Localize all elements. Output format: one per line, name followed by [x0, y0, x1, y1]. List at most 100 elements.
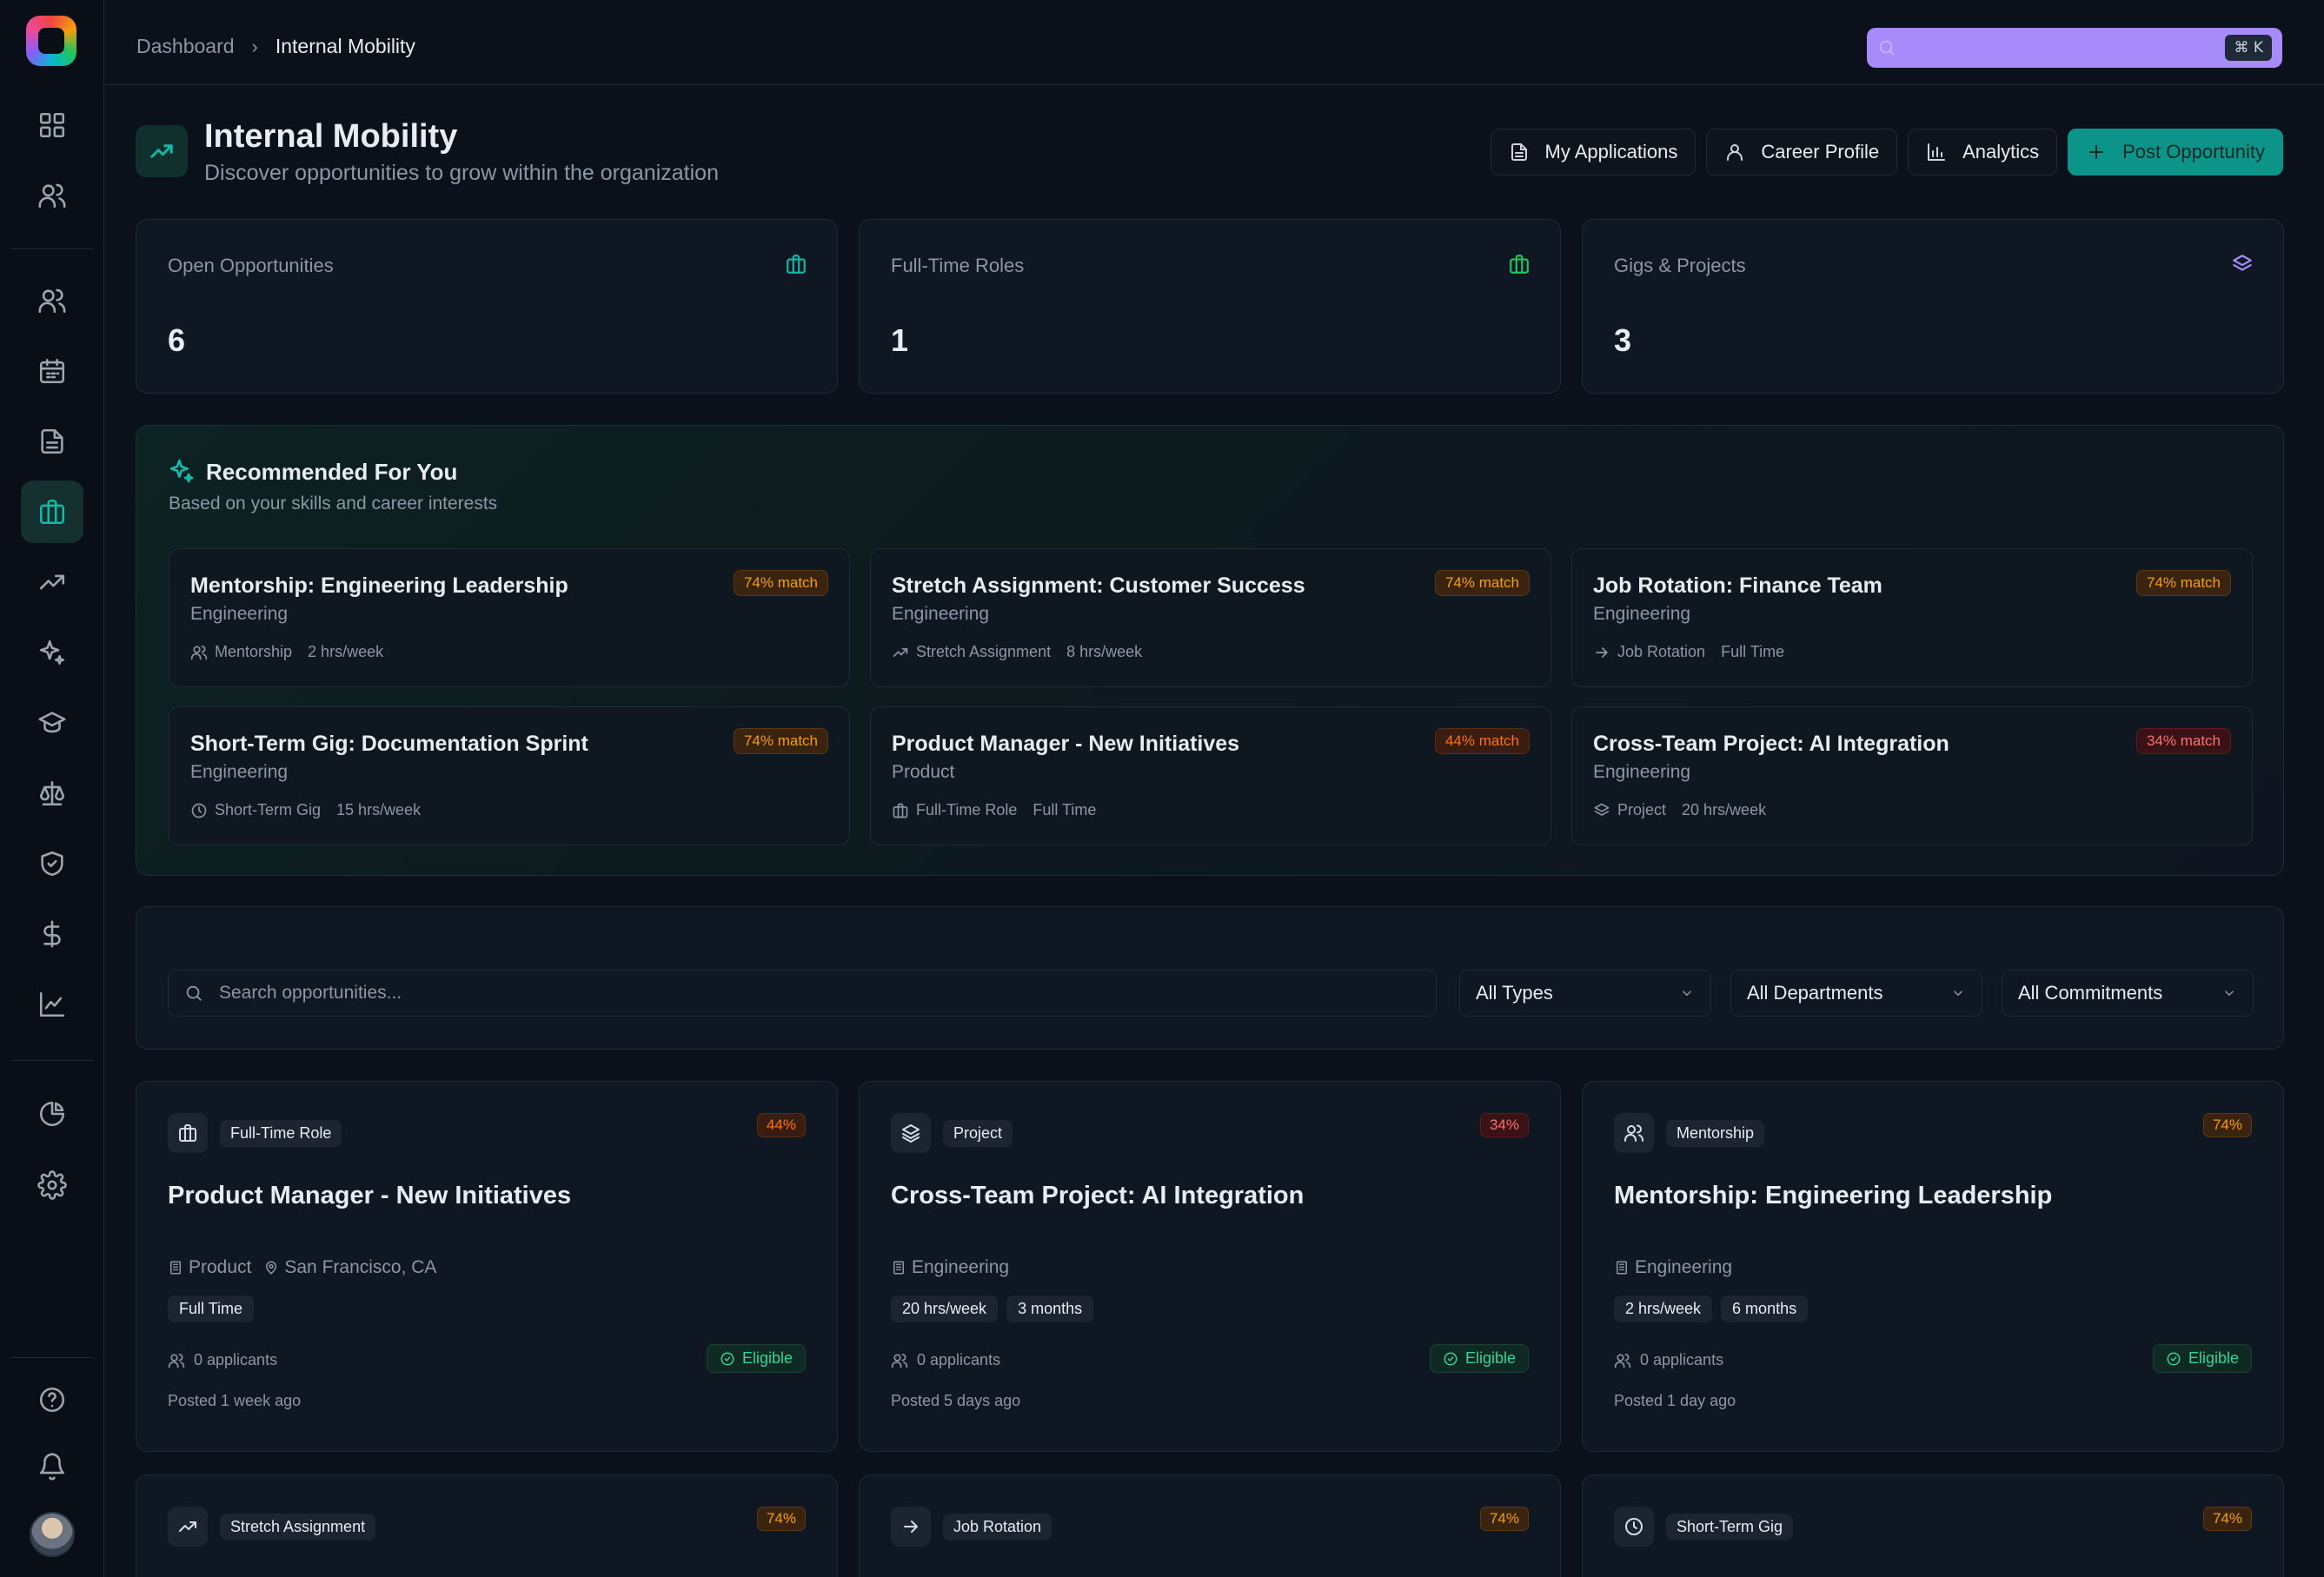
applicants-label: 0 applicants: [1640, 1351, 1724, 1368]
recommended-card-title: Cross-Team Project: AI Integration: [1593, 732, 1949, 756]
pie-chart-icon[interactable]: [21, 1083, 83, 1145]
opportunity-card[interactable]: Stretch Assignment 74%: [136, 1474, 838, 1577]
recommended-card-commitment: 8 hrs/week: [1066, 643, 1143, 660]
match-badge: 74% match: [2135, 570, 2231, 596]
sidebar: [0, 0, 104, 1577]
recommended-card-commitment: 20 hrs/week: [1682, 801, 1767, 818]
opportunity-card[interactable]: Mentorship 74% Mentorship: Engineering L…: [1582, 1081, 2284, 1452]
opportunity-chips: 2 hrs/week 6 months: [1614, 1295, 1809, 1322]
users-icon: [1614, 1353, 1631, 1368]
dashboard-grid-icon[interactable]: [21, 94, 83, 156]
recommended-card[interactable]: Mentorship: Engineering Leadership Engin…: [169, 548, 850, 687]
map-pin-icon: [266, 1261, 277, 1275]
employees-icon[interactable]: [21, 269, 83, 332]
sparkles-icon: [168, 457, 196, 489]
opportunity-card[interactable]: Project 34% Cross-Team Project: AI Integ…: [859, 1081, 1561, 1452]
applicants-label: 0 applicants: [917, 1351, 1001, 1368]
filters-panel: Search opportunities... All Types All De…: [136, 906, 2284, 1050]
career-profile-button[interactable]: Career Profile: [1706, 129, 1898, 176]
eligibility-label: Eligible: [1464, 1349, 1516, 1367]
shield-check-icon[interactable]: [21, 832, 83, 895]
layers-icon: [1594, 803, 1610, 816]
commitment-select[interactable]: All Commitments: [2002, 970, 2254, 1017]
opportunity-chips: 20 hrs/week 3 months: [891, 1295, 1094, 1322]
recommended-card-dept: Engineering: [892, 604, 990, 624]
briefcase-icon[interactable]: [21, 480, 83, 543]
duration-chip: 3 months: [1006, 1295, 1094, 1322]
help-circle-icon[interactable]: [21, 1368, 83, 1431]
analytics-button[interactable]: Analytics: [1908, 129, 2058, 176]
post-opportunity-button[interactable]: Post Opportunity: [2068, 129, 2283, 176]
users-icon: [1614, 1113, 1654, 1153]
recommended-card-type: Short-Term Gig: [215, 801, 322, 818]
recommended-title: Recommended For You: [206, 459, 458, 485]
scale-icon[interactable]: [21, 762, 83, 825]
opportunity-title: Mentorship: Engineering Leadership: [1614, 1182, 2053, 1209]
posted-date: Posted 1 day ago: [1614, 1392, 1736, 1409]
recommended-card-commitment: Full Time: [1033, 801, 1097, 818]
settings-gear-icon[interactable]: [21, 1154, 83, 1216]
opportunity-title: Product Manager - New Initiatives: [168, 1182, 572, 1209]
briefcase-icon: [785, 253, 807, 280]
type-select-value: All Types: [1476, 982, 1553, 1004]
recommended-card-dept: Engineering: [1593, 762, 1691, 782]
recommended-card-meta: Stretch Assignment 8 hrs/week: [892, 643, 1142, 661]
graduation-cap-icon[interactable]: [21, 692, 83, 754]
recommended-card-title: Stretch Assignment: Customer Success: [892, 573, 1305, 598]
users-icon: [190, 645, 208, 659]
recommended-card-type: Mentorship: [215, 643, 293, 660]
stat-label: Gigs & Projects: [1614, 255, 1746, 276]
stat-full-time-roles: Full-Time Roles 1: [859, 219, 1561, 394]
building-icon: [170, 1261, 181, 1275]
match-percent-badge: 34%: [1479, 1113, 1529, 1137]
opportunity-meta: Engineering: [891, 1257, 1009, 1278]
recommended-card-dept: Product: [892, 762, 955, 782]
layers-icon: [891, 1113, 931, 1153]
stat-value: 1: [891, 322, 909, 358]
global-search-input[interactable]: ⌘ K: [1867, 28, 2282, 68]
eligibility-badge: Eligible: [706, 1344, 806, 1373]
opportunity-card[interactable]: Full-Time Role 44% Product Manager - New…: [136, 1081, 838, 1452]
check-circle-icon: [2167, 1352, 2181, 1365]
recommended-card-meta: Job Rotation Full Time: [1593, 643, 1784, 661]
opportunity-card[interactable]: Short-Term Gig 74%: [1582, 1474, 2284, 1577]
opportunity-meta: Engineering: [1614, 1257, 1732, 1278]
applicants-count: 0 applicants: [1614, 1351, 1723, 1369]
match-badge: 74% match: [1434, 570, 1530, 596]
document-icon[interactable]: [21, 410, 83, 473]
stat-gigs-projects: Gigs & Projects 3: [1582, 219, 2284, 394]
recommended-card[interactable]: Short-Term Gig: Documentation Sprint Eng…: [169, 706, 850, 845]
calendar-icon[interactable]: [21, 340, 83, 402]
people-icon[interactable]: [21, 164, 83, 227]
recommended-card-type: Job Rotation: [1617, 643, 1706, 660]
clock-icon: [1614, 1507, 1654, 1547]
briefcase-icon: [168, 1113, 208, 1153]
opportunity-card[interactable]: Job Rotation 74%: [859, 1474, 1561, 1577]
line-chart-icon[interactable]: [21, 973, 83, 1036]
sparkles-icon[interactable]: [21, 621, 83, 684]
recommended-card-title: Job Rotation: Finance Team: [1593, 573, 1882, 598]
recommended-card[interactable]: Product Manager - New Initiatives Produc…: [870, 706, 1551, 845]
trending-up-icon[interactable]: [21, 551, 83, 613]
recommended-card[interactable]: Cross-Team Project: AI Integration Engin…: [1571, 706, 2253, 845]
recommended-card-title: Product Manager - New Initiatives: [892, 732, 1240, 756]
plus-icon: [2089, 145, 2104, 159]
briefcase-icon: [1508, 253, 1531, 280]
type-select[interactable]: All Types: [1459, 970, 1711, 1017]
opportunity-search-input[interactable]: Search opportunities...: [168, 970, 1437, 1017]
app-logo[interactable]: [26, 16, 76, 66]
breadcrumb-dashboard[interactable]: Dashboard: [136, 35, 235, 57]
recommended-card[interactable]: Job Rotation: Finance Team Engineering J…: [1571, 548, 2253, 687]
my-applications-label: My Applications: [1544, 141, 1678, 162]
bell-icon[interactable]: [21, 1435, 83, 1498]
recommended-card[interactable]: Stretch Assignment: Customer Success Eng…: [870, 548, 1551, 687]
department-select[interactable]: All Departments: [1730, 970, 1982, 1017]
building-icon: [893, 1261, 904, 1275]
eligibility-label: Eligible: [741, 1349, 793, 1367]
dollar-icon[interactable]: [21, 903, 83, 965]
eligibility-badge: Eligible: [1429, 1344, 1529, 1373]
recommended-card-meta: Project 20 hrs/week: [1593, 801, 1766, 819]
opportunity-type: Job Rotation: [943, 1514, 1052, 1541]
my-applications-button[interactable]: My Applications: [1490, 129, 1697, 176]
user-avatar[interactable]: [30, 1512, 75, 1557]
